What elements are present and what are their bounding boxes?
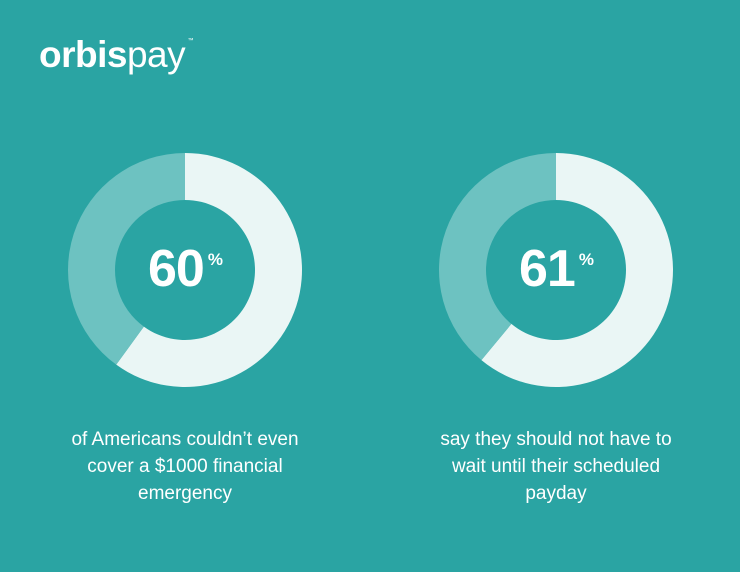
donut-1-remainder-slice <box>67 153 185 365</box>
logo-bold: orbis <box>39 34 127 75</box>
stat-1-number: 60 <box>148 240 205 298</box>
trademark: ™ <box>187 38 194 44</box>
stat-2-caption: say they should not have to wait until t… <box>440 429 672 504</box>
donut-1-value-slice <box>116 153 302 387</box>
stat-2-value: 61% <box>456 243 656 295</box>
donut-chart-1 <box>67 153 302 387</box>
stat-1-unit: % <box>207 250 223 269</box>
orbispay-logo: orbispay ™ <box>39 34 194 75</box>
donut-2-remainder-slice <box>439 153 556 361</box>
stat-1-caption: of Americans couldn’t even cover a $1000… <box>71 429 299 504</box>
logo-light: pay <box>126 34 186 75</box>
stat-2-number: 61 <box>519 240 576 298</box>
donut-chart-2 <box>439 153 673 387</box>
donut-2-value-slice <box>481 153 673 387</box>
stat-2-unit: % <box>578 250 594 269</box>
stat-1-value: 60% <box>85 243 285 295</box>
